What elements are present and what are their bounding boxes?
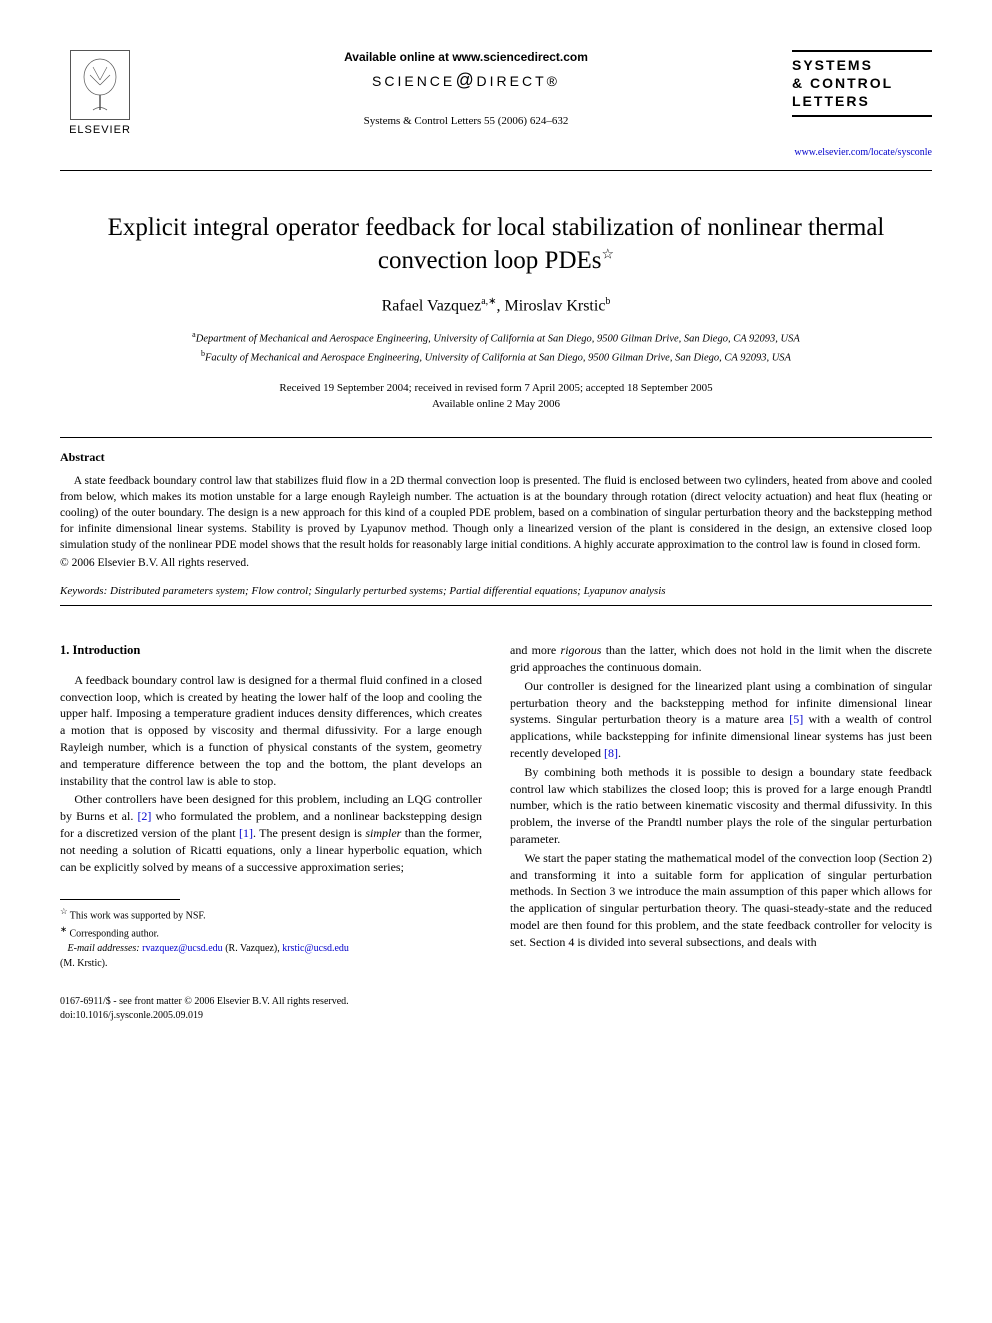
right-column: and more rigorous than the latter, which… [510,642,932,971]
header-rule [60,170,932,171]
star-icon: ☆ [60,907,67,916]
footnotes: ☆ This work was supported by NSF. ∗ Corr… [60,906,482,971]
abstract-text: A state feedback boundary control law th… [60,473,932,553]
intro-p2: Other controllers have been designed for… [60,791,482,875]
rigorous-emph: rigorous [561,643,602,657]
page-header: ELSEVIER Available online at www.science… [60,50,932,158]
col2-p3: By combining both methods it is possible… [510,764,932,848]
ref-2-link[interactable]: [2] [137,809,151,823]
journal-logo-line1: SYSTEMS [792,56,932,74]
simpler-emph: simpler [365,826,401,840]
footnote-corresponding-text: Corresponding author. [69,928,158,939]
authors: Rafael Vazqueza,∗, Miroslav Krsticb [60,296,932,315]
dates-received: Received 19 September 2004; received in … [60,380,932,397]
email-2-who: (M. Krstic). [60,958,108,969]
footnote-emails: E-mail addresses: rvazquez@ucsd.edu (R. … [60,941,482,971]
science-direct-logo: SCIENCE@DIRECT® [372,70,560,91]
keywords-text: Distributed parameters system; Flow cont… [107,585,665,597]
article-dates: Received 19 September 2004; received in … [60,380,932,413]
email-2-link[interactable]: krstic@ucsd.edu [282,943,349,954]
author-2-name: Miroslav Krstic [505,297,606,314]
affiliation-b: bFaculty of Mechanical and Aerospace Eng… [60,348,932,366]
affiliation-a-text: Department of Mechanical and Aerospace E… [196,334,800,345]
title-footnote-star-icon: ☆ [602,248,615,263]
title-text: Explicit integral operator feedback for … [108,214,885,275]
bottom-meta: 0167-6911/$ - see front matter © 2006 El… [60,995,932,1023]
journal-logo-line3: LETTERS [792,92,932,110]
at-symbol-icon: @ [455,70,476,90]
affiliation-b-text: Faculty of Mechanical and Aerospace Engi… [205,352,791,363]
footnote-corresponding: ∗ Corresponding author. [60,924,482,941]
publisher-logo: ELSEVIER [60,50,140,136]
email-1-who: (R. Vazquez), [223,943,283,954]
footnote-nsf: ☆ This work was supported by NSF. [60,906,482,923]
affiliations: aDepartment of Mechanical and Aerospace … [60,329,932,365]
doi-text: doi:10.1016/j.sysconle.2005.09.019 [60,1009,932,1023]
elsevier-tree-icon [70,50,130,120]
science-direct-right: DIRECT® [477,73,560,89]
intro-p1: A feedback boundary control law is desig… [60,672,482,790]
front-matter-text: 0167-6911/$ - see front matter © 2006 El… [60,995,932,1009]
author-1-marks: a,∗ [481,296,496,307]
science-direct-left: SCIENCE [372,73,455,89]
ref-8-link[interactable]: [8] [604,746,618,760]
keywords-label: Keywords: [60,585,107,597]
col2-p4: We start the paper stating the mathemati… [510,850,932,951]
ref-5-link[interactable]: [5] [789,712,803,726]
author-2-marks: b [605,296,610,307]
article-title: Explicit integral operator feedback for … [100,211,892,279]
footnote-nsf-text: This work was supported by NSF. [70,911,206,922]
asterisk-icon: ∗ [60,925,67,934]
keywords: Keywords: Distributed parameters system;… [60,585,932,597]
available-online-text: Available online at www.sciencedirect.co… [344,50,588,64]
author-sep: , [497,297,505,314]
journal-logo-line2: & CONTROL [792,74,932,92]
journal-url[interactable]: www.elsevier.com/locate/sysconle [792,147,932,158]
copyright-text: © 2006 Elsevier B.V. All rights reserved… [60,557,932,569]
abstract-top-rule [60,437,932,438]
intro-p2-c: . The present design is [253,826,365,840]
body-columns: 1. Introduction A feedback boundary cont… [60,642,932,971]
col2-p2-c: . [618,746,621,760]
affiliation-a: aDepartment of Mechanical and Aerospace … [60,329,932,347]
abstract-bottom-rule [60,605,932,606]
ref-1-link[interactable]: [1] [239,826,253,840]
journal-logo-box: SYSTEMS & CONTROL LETTERS [792,50,932,117]
col2-p2: Our controller is designed for the linea… [510,678,932,762]
left-column: 1. Introduction A feedback boundary cont… [60,642,482,971]
introduction-heading: 1. Introduction [60,642,482,660]
author-1-name: Rafael Vazquez [382,297,482,314]
center-header: Available online at www.sciencedirect.co… [140,50,792,127]
abstract-heading: Abstract [60,450,932,465]
email-label: E-mail addresses: [68,943,140,954]
email-1-link[interactable]: rvazquez@ucsd.edu [142,943,223,954]
col2-p1-a: and more [510,643,561,657]
journal-reference: Systems & Control Letters 55 (2006) 624–… [364,115,569,127]
dates-online: Available online 2 May 2006 [60,396,932,413]
col2-p1: and more rigorous than the latter, which… [510,642,932,676]
footnote-rule [60,899,180,900]
journal-logo: SYSTEMS & CONTROL LETTERS www.elsevier.c… [792,50,932,158]
publisher-name: ELSEVIER [69,124,131,136]
